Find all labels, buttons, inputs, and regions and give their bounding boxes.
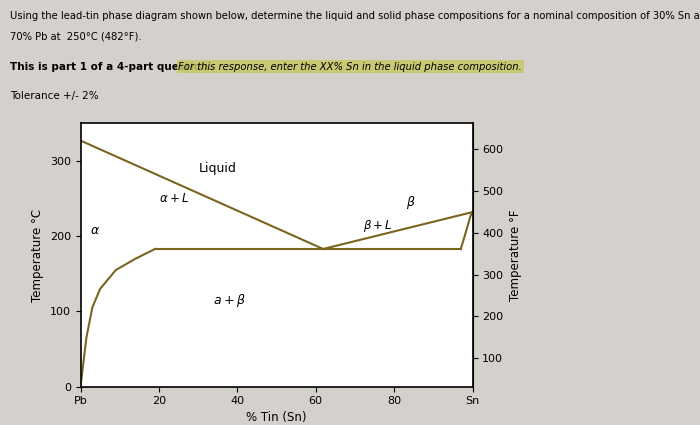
Y-axis label: Temperature °C: Temperature °C: [31, 208, 44, 302]
Text: $a + \beta$: $a + \beta$: [214, 292, 246, 309]
Text: This is part 1 of a 4-part question.: This is part 1 of a 4-part question.: [10, 62, 216, 72]
Y-axis label: Temperature °F: Temperature °F: [509, 209, 522, 301]
Text: 70% Pb at  250°C (482°F).: 70% Pb at 250°C (482°F).: [10, 32, 142, 42]
X-axis label: % Tin (Sn): % Tin (Sn): [246, 411, 307, 424]
Text: $\beta$: $\beta$: [406, 194, 416, 211]
Text: $\alpha + L$: $\alpha + L$: [159, 192, 189, 205]
Text: For this response, enter the XX% Sn in the liquid phase composition.: For this response, enter the XX% Sn in t…: [178, 62, 522, 72]
Text: Liquid: Liquid: [199, 162, 237, 175]
Text: $\beta + L$: $\beta + L$: [363, 218, 393, 235]
Text: $\alpha$: $\alpha$: [90, 224, 100, 238]
Text: Using the lead-tin phase diagram shown below, determine the liquid and solid pha: Using the lead-tin phase diagram shown b…: [10, 11, 700, 21]
Text: Tolerance +/- 2%: Tolerance +/- 2%: [10, 91, 99, 102]
